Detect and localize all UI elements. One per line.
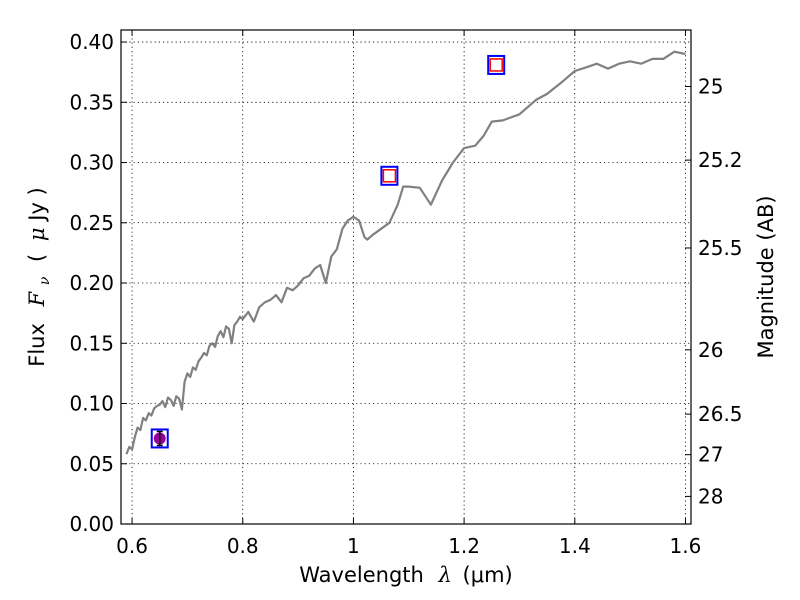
grid bbox=[121, 30, 691, 525]
y-axis-label-prefix: Flux bbox=[25, 323, 49, 367]
magnitude-axis-label: Magnitude (AB) bbox=[754, 195, 778, 358]
magnitude-tick-label: 25.5 bbox=[698, 236, 743, 260]
y-axis-label-open: ( bbox=[25, 254, 49, 262]
y-axis-label-subscript: ν bbox=[37, 276, 53, 285]
model-spectrum bbox=[125, 50, 686, 455]
x-tick-label: 0.6 bbox=[116, 534, 148, 558]
y-tick-label: 0.30 bbox=[69, 151, 114, 175]
y-tick-label: 0.00 bbox=[69, 512, 114, 536]
x-tick-label: 1 bbox=[347, 534, 360, 558]
y-axis-label: Flux F ν ( μ Jy ) bbox=[25, 187, 54, 367]
photometry-box bbox=[487, 54, 506, 75]
x-axis-label: Wavelength λ (μm) bbox=[299, 563, 512, 587]
photometry-marker bbox=[489, 58, 503, 72]
x-tick-label: 1.4 bbox=[559, 534, 591, 558]
plot-frame bbox=[120, 29, 692, 525]
x-axis-label-unit: (μm) bbox=[463, 563, 513, 587]
x-axis: 0.6 0.8 1 1.2 1.4 1.6 bbox=[116, 30, 701, 558]
photometry-points bbox=[150, 54, 506, 449]
magnitude-axis: 25 25.2 25.5 26 26.5 27 28 bbox=[685, 75, 743, 508]
x-tick-label: 1.2 bbox=[448, 534, 480, 558]
magnitude-tick-label: 26.5 bbox=[698, 402, 743, 426]
x-axis-label-prefix: Wavelength bbox=[299, 563, 424, 587]
x-tick-label: 0.8 bbox=[227, 534, 259, 558]
photometry-box bbox=[150, 428, 169, 449]
magnitude-tick-label: 25 bbox=[698, 75, 723, 99]
y-axis-label-unit: Jy ) bbox=[25, 187, 49, 223]
x-axis-label-symbol: λ bbox=[438, 563, 452, 587]
magnitude-tick-label: 26 bbox=[698, 338, 723, 362]
x-tick-label: 1.6 bbox=[670, 534, 702, 558]
y-tick-label: 0.40 bbox=[69, 30, 114, 54]
y-axis: 0.00 0.05 0.10 0.15 0.20 0.25 0.30 0.35 0.40 bbox=[69, 30, 127, 536]
magnitude-tick-label: 28 bbox=[698, 484, 723, 508]
photometry-box bbox=[380, 165, 399, 186]
model-spectrum-line bbox=[125, 50, 686, 455]
magnitude-tick-label: 27 bbox=[698, 443, 723, 467]
y-tick-label: 0.25 bbox=[69, 211, 114, 235]
y-axis-label-mu: μ bbox=[25, 227, 49, 241]
y-axis-label-symbol: F bbox=[25, 290, 49, 307]
y-tick-label: 0.05 bbox=[69, 452, 114, 476]
y-tick-label: 0.35 bbox=[69, 90, 114, 114]
y-tick-label: 0.20 bbox=[69, 271, 114, 295]
y-tick-label: 0.15 bbox=[69, 331, 114, 355]
magnitude-tick-label: 25.2 bbox=[698, 148, 743, 172]
photometry-marker bbox=[382, 169, 397, 183]
y-tick-label: 0.10 bbox=[69, 392, 114, 416]
